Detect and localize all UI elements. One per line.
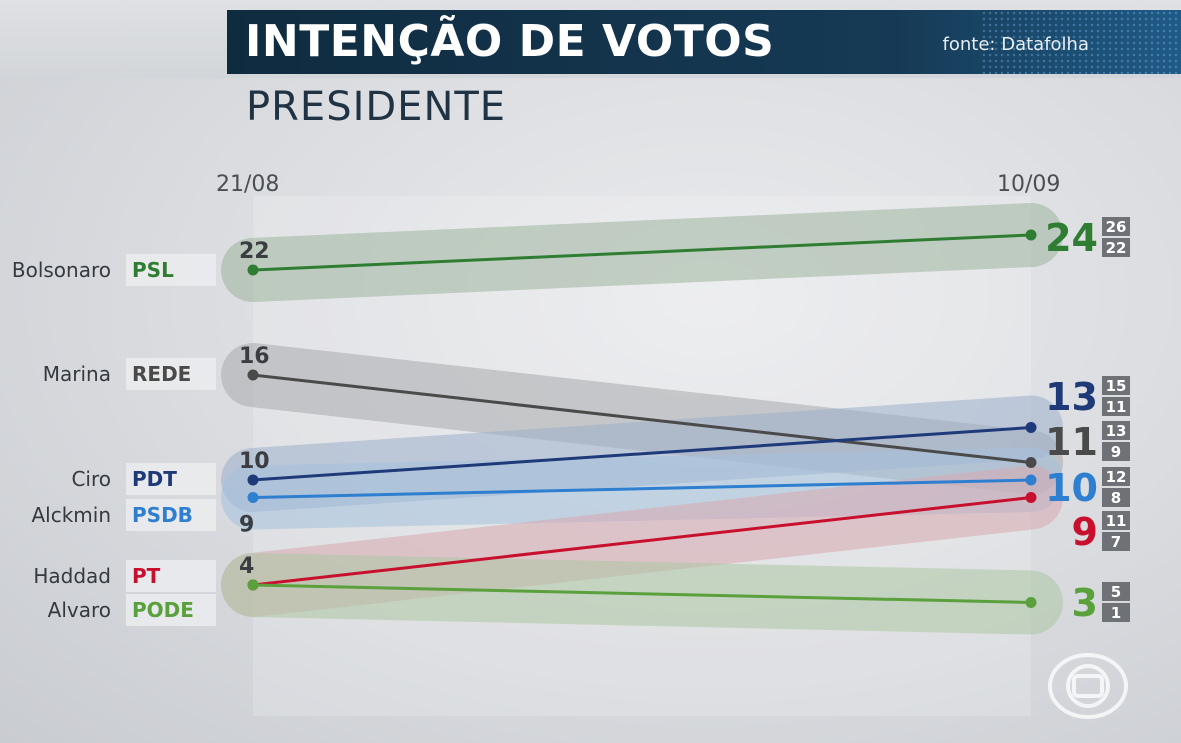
range-label-ciro-lower: 11 xyxy=(1106,398,1127,416)
range-label-haddad-lower: 7 xyxy=(1111,533,1121,551)
data-point-end-alvaro xyxy=(1025,597,1037,608)
candidate-row-alckmin: Alckmin PSDB xyxy=(0,499,216,531)
range-box-marina-upper xyxy=(1102,421,1130,440)
title-banner: INTENÇÃO DE VOTOS fonte: Datafolha xyxy=(227,10,1181,74)
series-line-marina xyxy=(252,373,1032,464)
start-value-label-alckmin: 9 xyxy=(239,513,254,538)
range-box-alckmin-lower xyxy=(1102,488,1130,507)
series-line-haddad xyxy=(252,496,1032,587)
end-value-label-marina: 11 xyxy=(1045,420,1098,464)
party-badge-marina: REDE xyxy=(126,358,216,390)
series-line-alckmin xyxy=(252,478,1032,499)
data-point-start-alvaro xyxy=(247,579,259,591)
start-value-label-marina: 16 xyxy=(239,344,270,369)
range-label-haddad-upper: 11 xyxy=(1106,512,1127,530)
range-label-ciro-upper: 15 xyxy=(1106,377,1127,395)
series-line-bolsonaro xyxy=(252,233,1032,272)
x-tick-label-start: 21/08 xyxy=(216,172,280,197)
data-point-end-ciro xyxy=(1025,422,1037,433)
end-value-label-alckmin: 10 xyxy=(1045,466,1098,510)
range-box-bolsonaro-lower xyxy=(1102,238,1130,257)
range-box-bolsonaro-upper xyxy=(1102,217,1130,236)
end-value-label-bolsonaro: 24 xyxy=(1045,216,1098,260)
chart-title: INTENÇÃO DE VOTOS xyxy=(245,16,775,67)
party-badge-ciro: PDT xyxy=(126,463,216,495)
source-label: fonte: Datafolha xyxy=(942,34,1089,55)
range-box-haddad-lower xyxy=(1102,532,1130,551)
data-point-end-haddad xyxy=(1025,492,1037,503)
range-label-alckmin-upper: 12 xyxy=(1106,468,1127,486)
start-value-label-ciro: 10 xyxy=(239,449,270,474)
party-badge-alckmin: PSDB xyxy=(126,499,216,531)
banner-dot-pattern xyxy=(981,10,1181,74)
range-label-bolsonaro-upper: 26 xyxy=(1106,218,1127,236)
candidate-name-haddad: Haddad xyxy=(33,564,111,588)
end-value-label-alvaro: 3 xyxy=(1072,581,1098,625)
range-box-ciro-lower xyxy=(1102,397,1130,416)
range-box-marina-lower xyxy=(1102,442,1130,461)
candidate-row-marina: Marina REDE xyxy=(0,358,216,390)
start-value-label-haddad: 4 xyxy=(239,554,254,579)
candidate-name-bolsonaro: Bolsonaro xyxy=(11,258,111,282)
range-label-alvaro-lower: 1 xyxy=(1111,604,1121,622)
party-badge-bolsonaro: PSL xyxy=(126,254,216,286)
data-point-start-bolsonaro xyxy=(247,264,259,276)
party-badge-haddad: PT xyxy=(126,560,216,592)
range-label-marina-upper: 13 xyxy=(1106,422,1127,440)
range-box-haddad-upper xyxy=(1102,511,1130,530)
candidate-row-bolsonaro: Bolsonaro PSL xyxy=(0,254,216,286)
range-box-ciro-upper xyxy=(1102,376,1130,395)
data-point-start-marina xyxy=(247,369,259,381)
data-point-start-ciro xyxy=(247,474,259,486)
data-point-end-bolsonaro xyxy=(1025,229,1037,241)
chart-subtitle: PRESIDENTE xyxy=(246,84,507,130)
range-label-alvaro-upper: 5 xyxy=(1111,583,1121,601)
end-value-label-haddad: 9 xyxy=(1072,510,1098,554)
candidate-row-haddad: Haddad PT xyxy=(0,560,216,592)
candidate-row-alvaro: Alvaro PODE xyxy=(0,594,216,626)
series-line-alvaro xyxy=(252,583,1032,604)
party-badge-alvaro: PODE xyxy=(126,594,216,626)
range-label-bolsonaro-lower: 22 xyxy=(1106,239,1127,257)
data-point-end-marina xyxy=(1025,457,1037,468)
range-label-alckmin-lower: 8 xyxy=(1111,489,1121,507)
start-value-label-bolsonaro: 22 xyxy=(239,239,270,264)
candidate-row-ciro: Ciro PDT xyxy=(0,463,216,495)
globo-logo-icon xyxy=(1048,653,1128,719)
series-line-ciro xyxy=(252,426,1032,482)
candidate-name-ciro: Ciro xyxy=(71,467,111,491)
end-value-label-ciro: 13 xyxy=(1045,375,1098,419)
candidate-name-marina: Marina xyxy=(42,362,111,386)
range-box-alvaro-upper xyxy=(1102,582,1130,601)
candidate-name-alckmin: Alckmin xyxy=(31,503,111,527)
data-point-start-alckmin xyxy=(247,492,259,503)
range-box-alvaro-lower xyxy=(1102,603,1130,622)
range-label-marina-lower: 9 xyxy=(1111,443,1121,461)
x-tick-label-end: 10/09 xyxy=(997,172,1061,197)
range-box-alckmin-upper xyxy=(1102,467,1130,486)
candidate-name-alvaro: Alvaro xyxy=(47,598,111,622)
data-point-end-alckmin xyxy=(1025,474,1037,486)
